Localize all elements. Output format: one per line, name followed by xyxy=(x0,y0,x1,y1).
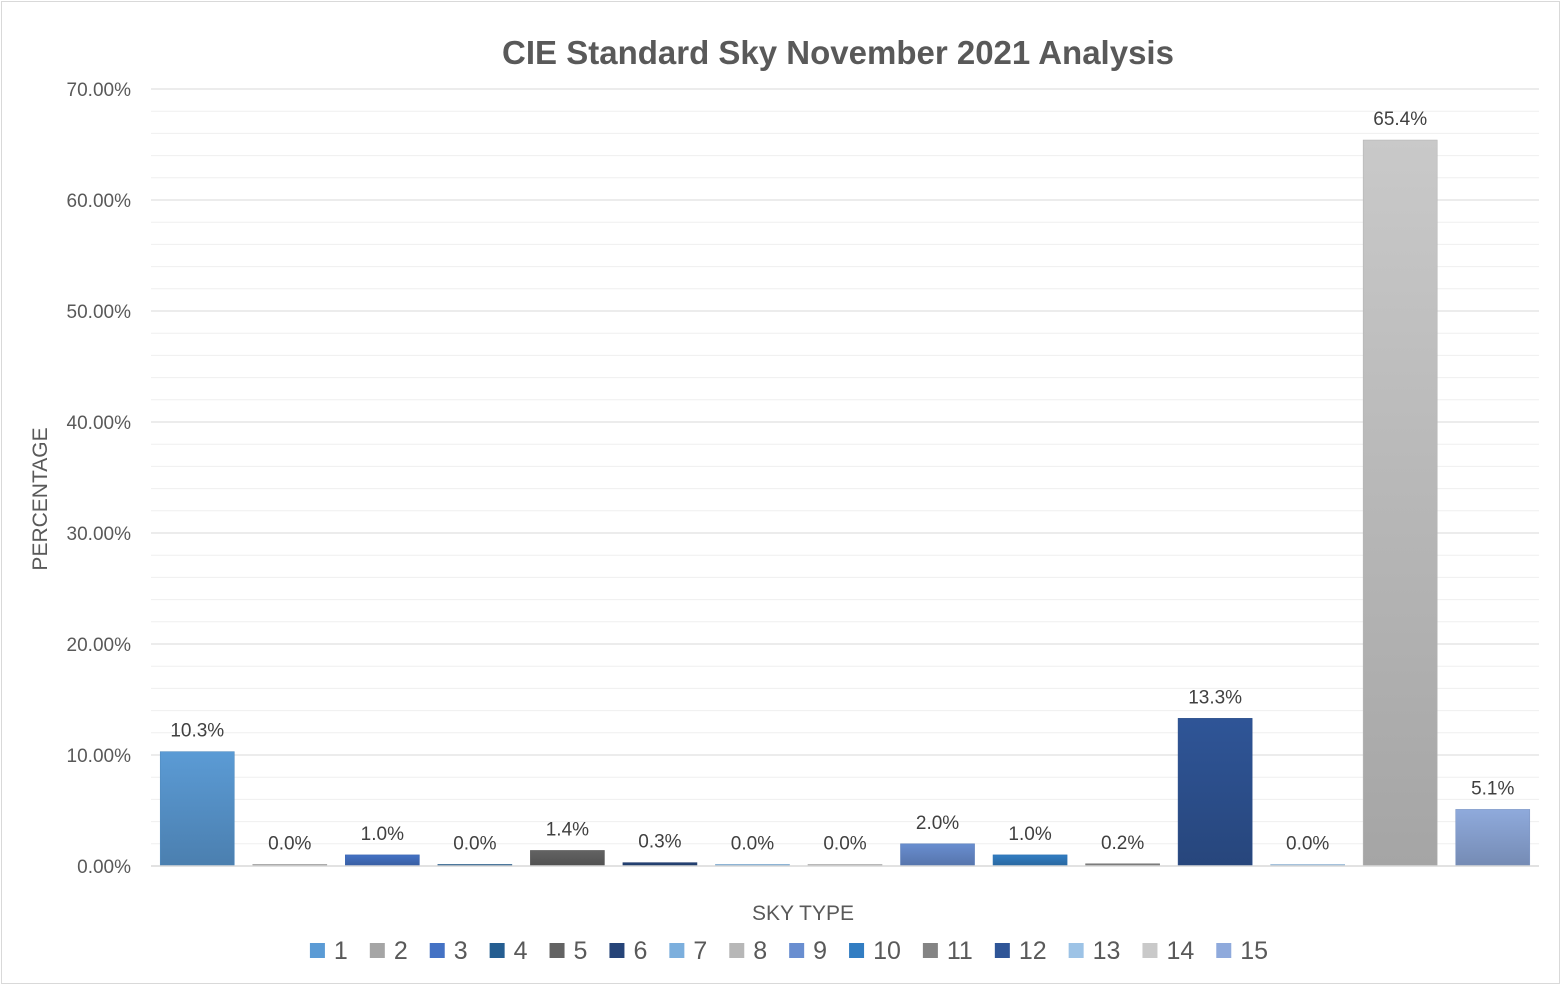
legend-label-5: 5 xyxy=(574,937,588,965)
legend-swatch-8 xyxy=(729,943,745,958)
y-axis-ticks: 0.00% 10.00% 20.00% 30.00% 40.00% 50.00% 60.00… xyxy=(67,80,132,878)
legend: 1 2 3 4 5 6 7 8 9 10 11 12 13 14 15 xyxy=(309,937,1268,965)
y-tick-label: 40.00% xyxy=(67,413,132,434)
data-label-sky-type-15: 5.1% xyxy=(1471,778,1514,799)
data-label-sky-type-13: 0.0% xyxy=(1286,834,1329,855)
x-axis-title: SKY TYPE xyxy=(752,902,854,925)
legend-label-8: 8 xyxy=(753,937,767,965)
legend-swatch-7 xyxy=(669,943,685,958)
legend-label-10: 10 xyxy=(873,937,901,965)
data-labels: 10.3% 0.0% 1.0% 0.0% 1.4% 0.3% 0.0% 0.0% 2.0% 1.0… xyxy=(170,109,1514,854)
legend-swatch-15 xyxy=(1216,943,1232,958)
bar-sky-type-14 xyxy=(1362,139,1438,867)
legend-swatch-5 xyxy=(549,943,565,958)
bars xyxy=(159,139,1531,867)
legend-label-14: 14 xyxy=(1166,937,1194,965)
bar-sky-type-9 xyxy=(900,843,975,867)
gridlines xyxy=(151,88,1539,845)
data-label-sky-type-9: 2.0% xyxy=(916,813,959,834)
bar-sky-type-15 xyxy=(1455,809,1531,867)
data-label-sky-type-11: 0.2% xyxy=(1101,833,1144,854)
data-label-sky-type-3: 1.0% xyxy=(361,824,404,845)
data-label-sky-type-8: 0.0% xyxy=(823,834,866,855)
data-label-sky-type-6: 0.3% xyxy=(638,832,681,853)
legend-label-3: 3 xyxy=(454,937,468,965)
bar-sky-type-3 xyxy=(345,854,420,867)
data-label-sky-type-5: 1.4% xyxy=(546,819,589,840)
bar-sky-type-10 xyxy=(992,854,1068,867)
bar-sky-type-1 xyxy=(159,751,235,867)
bar-sky-type-12 xyxy=(1177,718,1253,867)
data-label-sky-type-1: 10.3% xyxy=(170,721,224,742)
data-label-sky-type-7: 0.0% xyxy=(731,834,774,855)
legend-swatch-3 xyxy=(429,943,445,958)
legend-label-13: 13 xyxy=(1093,937,1121,965)
legend-label-11: 11 xyxy=(947,937,973,965)
legend-swatch-11 xyxy=(922,943,938,958)
legend-label-1: 1 xyxy=(334,937,348,965)
legend-swatch-13 xyxy=(1068,943,1084,958)
legend-swatch-10 xyxy=(849,943,865,958)
data-label-sky-type-10: 1.0% xyxy=(1008,824,1051,845)
legend-swatch-12 xyxy=(994,943,1010,958)
legend-swatch-9 xyxy=(789,943,805,958)
legend-swatch-6 xyxy=(609,943,625,958)
legend-swatch-4 xyxy=(489,943,505,958)
data-label-sky-type-2: 0.0% xyxy=(268,834,311,855)
y-axis-title: PERCENTAGE xyxy=(29,427,52,570)
legend-swatch-1 xyxy=(309,943,325,958)
legend-label-6: 6 xyxy=(633,937,647,965)
legend-label-4: 4 xyxy=(514,937,528,965)
y-tick-label: 10.00% xyxy=(67,746,132,767)
legend-swatch-14 xyxy=(1142,943,1158,958)
legend-label-12: 12 xyxy=(1019,937,1047,965)
chart-title: CIE Standard Sky November 2021 Analysis xyxy=(502,34,1174,71)
legend-swatch-2 xyxy=(369,943,385,958)
y-tick-label: 50.00% xyxy=(67,302,132,323)
y-tick-label: 20.00% xyxy=(67,635,132,656)
y-tick-label: 0.00% xyxy=(77,857,131,878)
data-label-sky-type-14: 65.4% xyxy=(1373,109,1427,130)
legend-label-15: 15 xyxy=(1240,937,1268,965)
y-tick-label: 60.00% xyxy=(67,191,132,212)
legend-label-2: 2 xyxy=(394,937,408,965)
legend-label-7: 7 xyxy=(693,937,707,965)
data-label-sky-type-4: 0.0% xyxy=(453,834,496,855)
y-tick-label: 70.00% xyxy=(67,80,132,101)
bar-sky-type-5 xyxy=(530,850,605,867)
y-tick-label: 30.00% xyxy=(67,524,132,545)
data-label-sky-type-12: 13.3% xyxy=(1188,687,1242,708)
legend-label-9: 9 xyxy=(813,937,827,965)
